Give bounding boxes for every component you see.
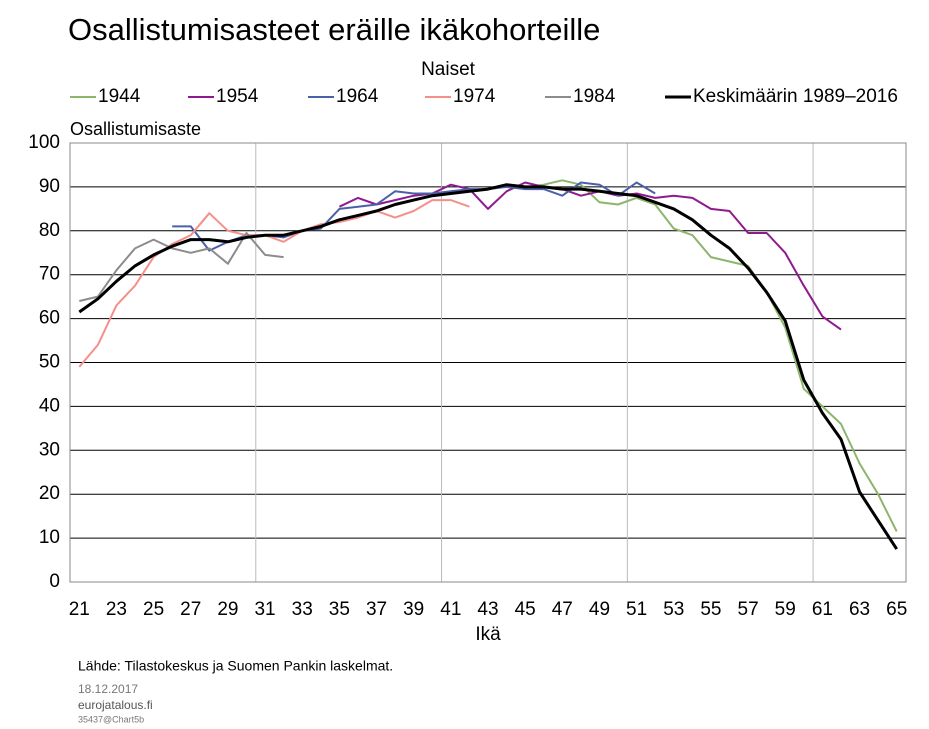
legend-label: Keskimäärin 1989–2016 xyxy=(693,86,898,107)
x-tick-label: 41 xyxy=(440,599,461,620)
x-tick-label: 31 xyxy=(254,599,275,620)
x-tick-label: 21 xyxy=(69,599,90,620)
series-line xyxy=(525,179,898,532)
x-tick-label: 45 xyxy=(515,599,536,620)
legend-label: 1964 xyxy=(336,86,379,107)
legend-label: 1984 xyxy=(573,86,616,107)
series-line xyxy=(338,181,842,331)
x-tick-label: 23 xyxy=(106,599,127,620)
y-tick-label: 40 xyxy=(39,395,60,416)
legend-label: 1954 xyxy=(216,86,259,107)
y-tick-label: 70 xyxy=(39,264,60,285)
x-tick-label: 43 xyxy=(477,599,498,620)
x-tick-label: 65 xyxy=(886,599,907,620)
x-tick-label: 47 xyxy=(552,599,573,620)
y-tick-label: 10 xyxy=(39,527,60,548)
chart-title: Osallistumisasteet eräille ikäkohorteill… xyxy=(68,12,600,47)
x-tick-label: 57 xyxy=(738,599,759,620)
series-line xyxy=(78,183,898,550)
x-tick-label: 59 xyxy=(775,599,796,620)
y-tick-label: 80 xyxy=(39,220,60,241)
x-tick-label: 55 xyxy=(700,599,721,620)
legend-label: 1974 xyxy=(453,86,496,107)
y-tick-label: 50 xyxy=(39,352,60,373)
x-tick-label: 61 xyxy=(812,599,833,620)
chart-subtitle: Naiset xyxy=(421,59,476,80)
x-tick-label: 25 xyxy=(143,599,164,620)
legend-label: 1944 xyxy=(98,86,141,107)
y-tick-label: 60 xyxy=(39,308,60,329)
x-tick-label: 49 xyxy=(589,599,610,620)
y-tick-label: 100 xyxy=(28,132,60,153)
y-tick-label: 90 xyxy=(39,176,60,197)
y-axis-label: Osallistumisaste xyxy=(70,119,201,139)
x-tick-label: 51 xyxy=(626,599,647,620)
x-tick-label: 63 xyxy=(849,599,870,620)
y-tick-label: 30 xyxy=(39,439,60,460)
series-line xyxy=(78,199,470,368)
site-note: eurojatalous.fi xyxy=(78,698,153,712)
x-tick-label: 37 xyxy=(366,599,387,620)
y-tick-label: 0 xyxy=(49,571,60,592)
source-note: Lähde: Tilastokeskus ja Suomen Pankin la… xyxy=(78,658,393,674)
x-tick-label: 33 xyxy=(292,599,313,620)
y-tick-label: 20 xyxy=(39,483,60,504)
x-tick-label: 35 xyxy=(329,599,350,620)
x-tick-label: 53 xyxy=(663,599,684,620)
x-tick-label: 39 xyxy=(403,599,424,620)
date-note: 18.12.2017 xyxy=(78,682,138,696)
code-note: 35437@Chart5b xyxy=(78,714,144,724)
x-tick-label: 29 xyxy=(217,599,238,620)
x-axis-label: Ikä xyxy=(475,624,501,645)
plot-frame xyxy=(69,142,907,583)
x-tick-label: 27 xyxy=(180,599,201,620)
series-line xyxy=(172,181,656,252)
